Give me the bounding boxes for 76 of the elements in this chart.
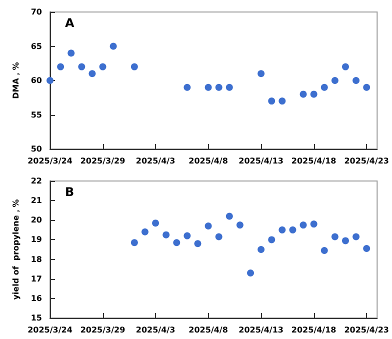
point — [300, 90, 307, 98]
point — [258, 70, 265, 78]
point — [88, 70, 96, 78]
point — [204, 84, 212, 91]
point — [236, 222, 244, 229]
chart-title: B — [65, 185, 74, 199]
y-tick-label: 50 — [30, 144, 42, 154]
point — [258, 246, 265, 253]
x-tick-label: 2025/4/23 — [344, 156, 389, 166]
point — [215, 84, 222, 91]
y-tick-label: 21 — [30, 196, 42, 206]
y-tick-label: 22 — [30, 176, 42, 186]
x-tick-label: 2025/4/13 — [238, 156, 284, 166]
y-axis-title: yield of propylene，% — [11, 199, 20, 300]
point — [110, 42, 117, 50]
x-tick-label: 2025/4/13 — [238, 326, 284, 334]
y-tick-label: 70 — [30, 8, 42, 16]
y-tick-label: 55 — [30, 110, 42, 120]
point — [141, 228, 148, 236]
point — [363, 245, 370, 252]
y-tick-label: 15 — [30, 314, 42, 322]
x-tick-label: 2025/4/8 — [188, 156, 228, 166]
y-axis-title: DMA，% — [11, 62, 20, 99]
x-tick-label: 2025/3/24 — [28, 326, 73, 334]
point — [184, 84, 191, 91]
x-tick-label: 2025/3/29 — [80, 156, 126, 166]
point — [342, 237, 349, 244]
x-tick-label: 2025/4/23 — [344, 326, 389, 334]
point — [184, 232, 191, 240]
point — [300, 222, 307, 229]
point — [152, 220, 160, 227]
y-tick-label: 65 — [30, 42, 42, 51]
point — [352, 233, 360, 240]
point — [99, 63, 106, 70]
point — [331, 233, 338, 240]
point — [278, 226, 286, 234]
y-tick-label: 19 — [30, 235, 42, 244]
point — [352, 77, 360, 84]
point — [320, 84, 328, 91]
point — [342, 63, 349, 70]
point — [268, 98, 276, 105]
point — [226, 212, 233, 220]
point — [247, 269, 254, 276]
point — [173, 239, 180, 246]
y-tick-label: 18 — [30, 254, 42, 264]
chart-title: A — [65, 16, 75, 30]
point — [57, 63, 64, 70]
x-tick-label: 2025/4/3 — [136, 156, 176, 166]
y-tick-label: 60 — [30, 76, 42, 85]
point — [194, 240, 202, 248]
point — [310, 90, 318, 98]
point — [289, 226, 296, 234]
point — [268, 236, 276, 244]
point — [215, 233, 222, 240]
point — [68, 50, 75, 57]
point — [331, 77, 338, 84]
y-tick-label: 17 — [30, 274, 42, 284]
point — [226, 84, 233, 91]
point — [363, 84, 370, 91]
point — [310, 220, 318, 228]
x-tick-label: 2025/4/18 — [291, 326, 337, 334]
x-tick-label: 2025/4/18 — [291, 156, 337, 166]
y-tick-label: 20 — [30, 216, 42, 225]
x-tick-label: 2025/3/24 — [28, 156, 73, 166]
point — [204, 222, 212, 230]
point — [162, 231, 170, 238]
x-tick-label: 2025/3/29 — [80, 326, 126, 334]
point — [46, 77, 54, 84]
point — [130, 63, 138, 70]
point — [130, 239, 138, 246]
x-tick-label: 2025/4/3 — [136, 326, 176, 334]
y-tick-label: 16 — [30, 294, 42, 303]
x-tick-label: 2025/4/8 — [188, 326, 228, 334]
point — [78, 63, 86, 70]
point — [320, 246, 328, 254]
point — [278, 98, 286, 105]
